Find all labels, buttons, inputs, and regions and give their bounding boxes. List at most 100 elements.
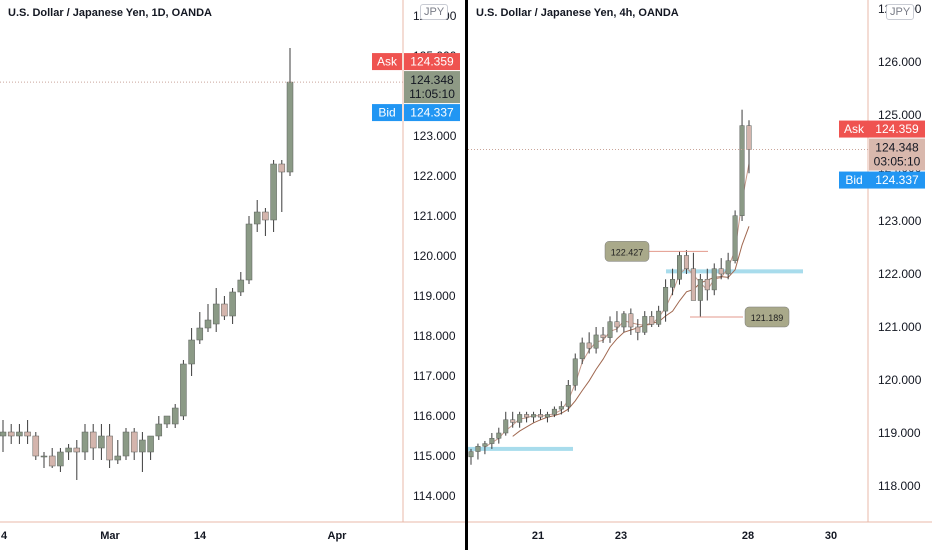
candle-up	[253, 211, 261, 225]
price-tick-label: 119.000	[878, 426, 921, 440]
candle-down	[221, 303, 228, 317]
support-zone	[666, 269, 803, 274]
daily-chart-canvas[interactable]: 125.000124.000123.000122.000121.000120.0…	[0, 0, 465, 550]
candle-up	[81, 431, 89, 453]
candle-up	[621, 313, 627, 328]
candle-down	[510, 419, 516, 423]
candle-up	[503, 419, 509, 434]
annotation-box	[744, 306, 790, 328]
candle-up	[122, 431, 130, 457]
candle-up	[656, 310, 662, 325]
candle-up	[188, 339, 195, 365]
candle-up	[725, 260, 731, 275]
candle-down	[130, 431, 138, 453]
candle-up	[496, 432, 502, 439]
daily-chart-pane[interactable]: 125.000124.000123.000122.000121.000120.0…	[0, 0, 465, 550]
candle-up	[171, 407, 179, 425]
ask-value-box	[404, 53, 460, 71]
price-tick-label: 123.000	[413, 129, 457, 143]
candle-up	[286, 81, 294, 173]
ask-value: 124.359	[410, 55, 454, 69]
price-tick-label: 119.000	[413, 289, 456, 303]
candle-up	[163, 415, 171, 425]
candle-down	[649, 316, 655, 325]
candle-up	[98, 435, 105, 449]
ask-label: Ask	[844, 122, 865, 136]
candle-up	[155, 423, 163, 437]
candle-up	[593, 334, 599, 349]
candle-down	[690, 268, 696, 301]
candle-up	[57, 451, 64, 467]
ask-label-box	[839, 120, 869, 138]
time-tick-label: 28	[742, 530, 754, 542]
candle-up	[531, 414, 537, 418]
candle-down	[24, 431, 31, 437]
candle-up	[475, 446, 481, 452]
price-tick-label: 115.000	[413, 449, 456, 463]
price-tick-label: 122.000	[413, 169, 457, 183]
candle-up	[180, 363, 187, 417]
candle-down	[635, 326, 641, 333]
candle-down	[614, 321, 620, 328]
bid-label-box	[839, 171, 869, 189]
time-tick-label: 30	[825, 530, 837, 542]
price-tick-label: 123.000	[878, 214, 922, 228]
daily-currency-badge[interactable]: JPY	[420, 4, 449, 20]
candle-down	[683, 255, 689, 269]
candle-down	[718, 268, 724, 275]
daily-chart-title: U.S. Dollar / Japanese Yen, 1D, OANDA	[8, 7, 212, 19]
ask-label-box	[372, 53, 402, 71]
last-price-box	[869, 138, 925, 171]
candle-up	[697, 279, 703, 301]
candle-down	[89, 431, 97, 449]
four-hour-chart-title: U.S. Dollar / Japanese Yen, 4h, OANDA	[476, 7, 679, 19]
candle-down	[746, 125, 752, 150]
candle-up	[114, 455, 122, 461]
bid-label-box	[372, 104, 402, 122]
candle-up	[16, 431, 23, 437]
ask-label: Ask	[377, 55, 398, 69]
bid-value-box	[869, 171, 925, 189]
price-tick-label: 117.000	[413, 369, 456, 383]
last-price-box	[404, 71, 460, 104]
price-tick-label: 118.000	[413, 329, 456, 343]
candle-down	[586, 342, 592, 349]
price-tick-label: 121.000	[413, 209, 457, 223]
candle-up	[558, 406, 564, 410]
time-tick-label: 21	[532, 530, 544, 542]
price-tick-label: 122.000	[878, 267, 922, 281]
last-price-value: 124.348	[875, 141, 919, 155]
candle-down	[278, 163, 286, 173]
price-tick-label: 125.000	[878, 108, 922, 122]
candle-up	[468, 451, 474, 458]
price-tick-label: 120.000	[413, 249, 457, 263]
candle-down	[600, 334, 606, 338]
moving-average-fast	[484, 163, 750, 448]
price-tick-label: 116.000	[413, 409, 456, 423]
candle-down	[524, 414, 530, 418]
candle-down	[7, 431, 15, 437]
countdown-timer: 03:05:10	[874, 155, 921, 169]
candle-up	[196, 327, 204, 341]
time-tick-label: Apr	[328, 530, 348, 542]
candle-up	[65, 447, 72, 453]
candle-down	[704, 279, 710, 291]
bid-value-box	[404, 104, 460, 122]
bid-label: Bid	[845, 173, 862, 187]
candle-up	[663, 287, 669, 312]
four-hour-currency-badge[interactable]: JPY	[886, 4, 915, 20]
pane-divider[interactable]	[465, 0, 468, 550]
candle-up	[642, 316, 648, 333]
four-hour-chart-canvas[interactable]: 126.000125.000124.000123.000122.000121.0…	[468, 0, 932, 550]
annotation-box	[604, 241, 650, 262]
time-tick-label: Mar	[100, 530, 120, 542]
candle-up	[147, 435, 154, 453]
candle-down	[32, 435, 40, 457]
bid-label: Bid	[378, 106, 395, 120]
candle-up	[40, 455, 48, 458]
annotation-label: 121.189	[751, 313, 784, 323]
candle-up	[579, 342, 585, 360]
four-hour-chart-pane[interactable]: 126.000125.000124.000123.000122.000121.0…	[468, 0, 932, 550]
bid-value: 124.337	[875, 173, 919, 187]
